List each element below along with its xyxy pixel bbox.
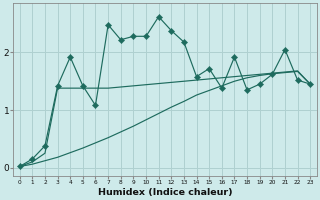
X-axis label: Humidex (Indice chaleur): Humidex (Indice chaleur) — [98, 188, 232, 197]
